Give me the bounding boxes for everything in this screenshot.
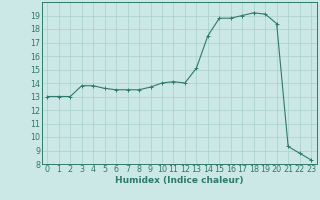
X-axis label: Humidex (Indice chaleur): Humidex (Indice chaleur) (115, 176, 244, 185)
